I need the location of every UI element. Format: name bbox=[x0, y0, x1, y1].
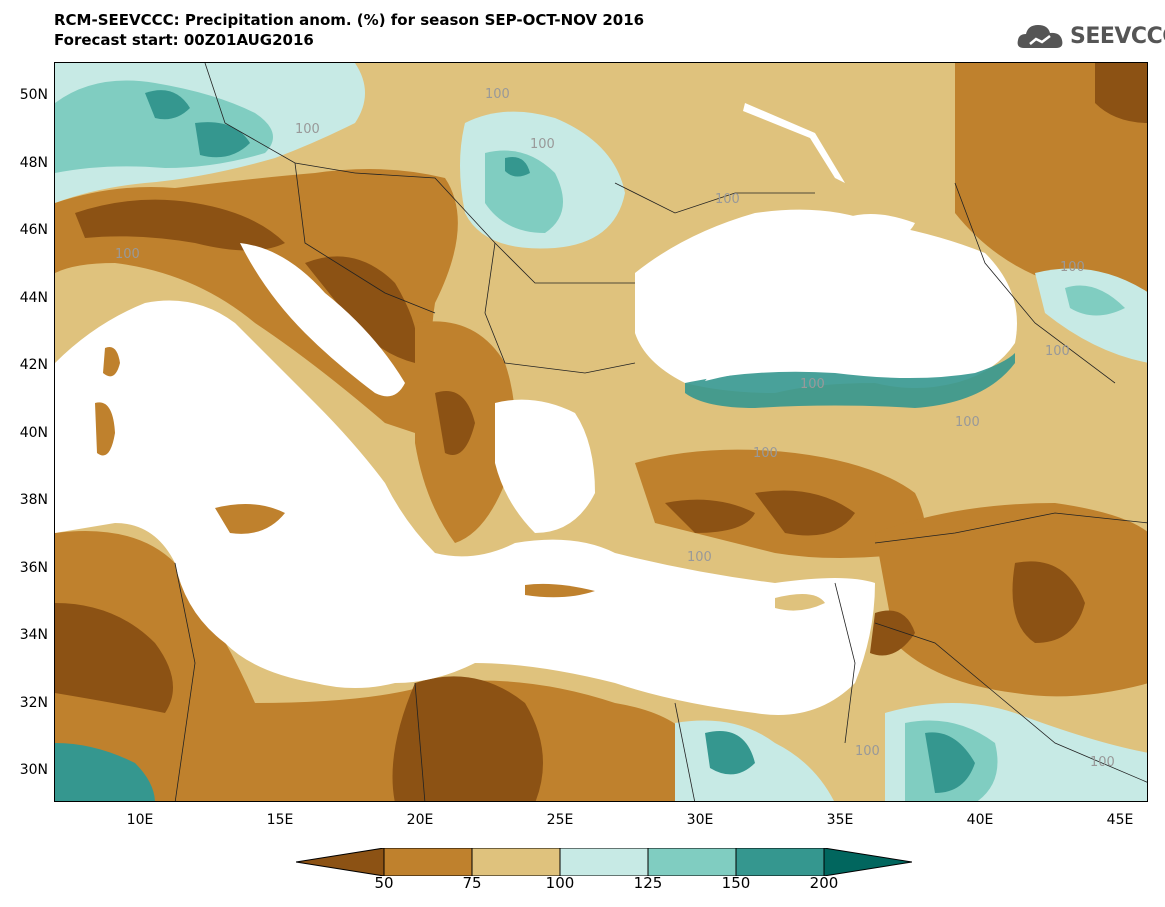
anomaly-region bbox=[870, 610, 915, 656]
contour-label: 100 bbox=[1060, 260, 1085, 275]
contour-label: 100 bbox=[855, 744, 880, 759]
title-line-1: RCM-SEEVCCC: Precipitation anom. (%) for… bbox=[54, 11, 645, 29]
colorbar-label: 150 bbox=[721, 874, 751, 892]
contour-label: 100 bbox=[1045, 344, 1070, 359]
colorbar-label: 50 bbox=[374, 874, 394, 892]
anomaly-region bbox=[1065, 285, 1125, 316]
island bbox=[525, 583, 595, 598]
anomaly-region bbox=[755, 490, 855, 536]
lat-label: 42N bbox=[19, 357, 48, 373]
logo-text: SEEVCCC bbox=[1070, 23, 1165, 49]
colorbar-segment-75-100 bbox=[471, 848, 561, 876]
lon-label: 40E bbox=[966, 812, 994, 828]
colorbar bbox=[296, 848, 912, 876]
lat-label: 48N bbox=[19, 155, 48, 171]
lon-label: 25E bbox=[546, 812, 574, 828]
lon-label: 45E bbox=[1106, 812, 1134, 828]
anomaly-region bbox=[485, 150, 563, 233]
anomaly-region bbox=[925, 732, 975, 793]
contour-label: 100 bbox=[687, 550, 712, 565]
contour-label: 100 bbox=[115, 247, 140, 262]
contour-label: 100 bbox=[955, 415, 980, 430]
island bbox=[103, 347, 120, 377]
contour-label: 100 bbox=[1090, 755, 1115, 770]
lat-label: 36N bbox=[19, 560, 48, 576]
cloud-icon bbox=[1017, 25, 1063, 48]
lat-label: 44N bbox=[19, 290, 48, 306]
lat-label: 32N bbox=[19, 695, 48, 711]
chart-title: RCM-SEEVCCC: Precipitation anom. (%) for… bbox=[54, 10, 644, 50]
anomaly-region bbox=[665, 499, 755, 533]
anomaly-region bbox=[875, 503, 1147, 697]
contour-label: 100 bbox=[295, 122, 320, 137]
anomaly-region bbox=[55, 743, 155, 801]
precipitation-map: 100 100 100 100 100 100 100 100 100 100 … bbox=[54, 62, 1148, 802]
contour-label: 100 bbox=[715, 192, 740, 207]
contour-labels: 100 100 100 100 100 100 100 100 100 100 … bbox=[115, 87, 1115, 770]
anomaly-region bbox=[1095, 63, 1147, 123]
anomaly-region bbox=[55, 603, 173, 713]
colorbar-segment-50-75 bbox=[383, 848, 473, 876]
white-patch bbox=[743, 103, 845, 183]
island bbox=[775, 594, 825, 611]
lon-label: 15E bbox=[266, 812, 294, 828]
anomaly-region bbox=[75, 199, 285, 251]
anomaly-region bbox=[1012, 561, 1085, 643]
anomaly-region bbox=[1035, 268, 1147, 363]
anomaly-region bbox=[305, 256, 418, 363]
black-sea bbox=[635, 209, 1017, 393]
colorbar-segment-150-200 bbox=[735, 848, 825, 876]
black-sea-teal-coast bbox=[685, 353, 1015, 408]
anomaly-region bbox=[705, 731, 755, 775]
black-sea bbox=[705, 333, 1010, 381]
lon-label: 30E bbox=[686, 812, 714, 828]
sea-of-azov bbox=[845, 214, 915, 243]
anomaly-region bbox=[435, 391, 475, 455]
contour-label: 100 bbox=[753, 446, 778, 461]
adriatic-sea bbox=[240, 243, 405, 397]
anomaly-region bbox=[505, 157, 530, 177]
contour-label: 100 bbox=[485, 87, 510, 102]
aegean-sea bbox=[495, 399, 595, 533]
contour-label: 100 bbox=[530, 137, 555, 152]
map-svg: 100 100 100 100 100 100 100 100 100 100 … bbox=[55, 63, 1147, 801]
anomaly-region bbox=[955, 63, 1147, 313]
lat-label: 40N bbox=[19, 425, 48, 441]
anomaly-region bbox=[195, 122, 250, 158]
lon-label: 20E bbox=[406, 812, 434, 828]
country-borders bbox=[174, 63, 1147, 801]
contour-label: 100 bbox=[800, 377, 825, 392]
colorbar-label: 100 bbox=[545, 874, 575, 892]
colorbar-label: 125 bbox=[633, 874, 663, 892]
colorbar-segment-lt50 bbox=[296, 848, 385, 876]
colorbar-label: 75 bbox=[462, 874, 482, 892]
anomaly-region bbox=[145, 90, 190, 120]
island bbox=[215, 504, 285, 534]
lon-label: 35E bbox=[826, 812, 854, 828]
island bbox=[95, 402, 115, 456]
lon-label: 10E bbox=[126, 812, 154, 828]
colorbar-label: 200 bbox=[809, 874, 839, 892]
colorbar-segment-100-125 bbox=[559, 848, 649, 876]
anomaly-region bbox=[392, 676, 543, 801]
seevccc-logo: SEEVCCC bbox=[1016, 20, 1165, 52]
colorbar-segment-gt200 bbox=[823, 848, 912, 876]
lat-label: 34N bbox=[19, 627, 48, 643]
lat-label: 30N bbox=[19, 762, 48, 778]
title-line-2: Forecast start: 00Z01AUG2016 bbox=[54, 31, 314, 49]
lat-label: 46N bbox=[19, 222, 48, 238]
lat-label: 38N bbox=[19, 492, 48, 508]
colorbar-segment-125-150 bbox=[647, 848, 737, 876]
mediterranean-sea bbox=[55, 300, 875, 715]
lat-label: 50N bbox=[19, 87, 48, 103]
